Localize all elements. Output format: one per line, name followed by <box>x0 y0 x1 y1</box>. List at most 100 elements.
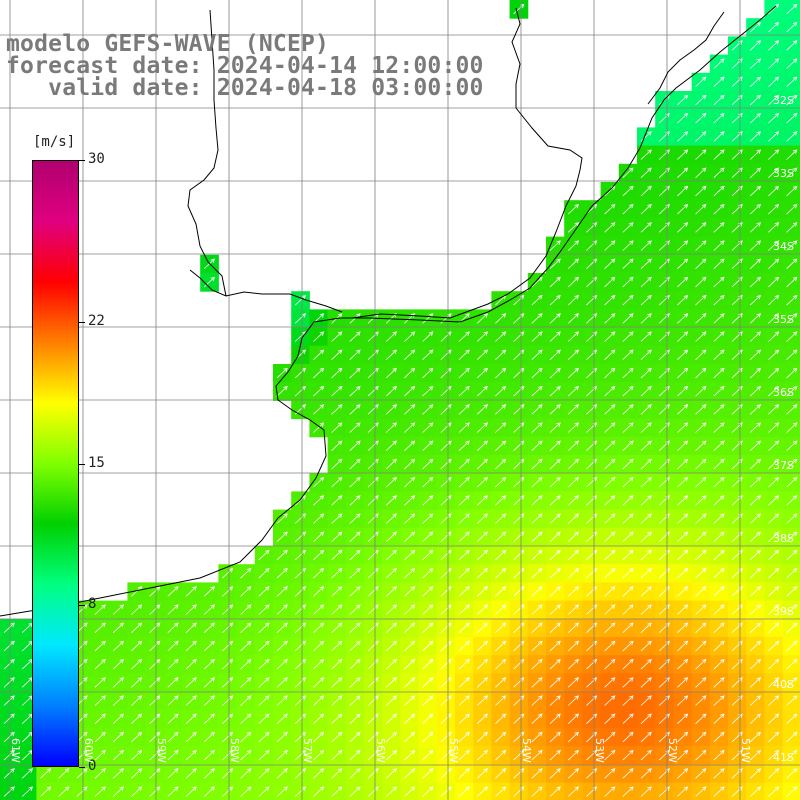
wind-arrow <box>640 749 652 761</box>
wind-arrow <box>203 695 215 706</box>
wind-arrow <box>294 622 306 633</box>
longitude-label: 54W <box>520 738 533 763</box>
wind-arrow <box>276 622 288 633</box>
wind-arrow <box>476 531 488 542</box>
wind-arrow <box>749 604 761 615</box>
wind-arrow <box>331 495 343 506</box>
wind-arrow <box>331 331 343 342</box>
wind-arrow <box>131 658 143 670</box>
wind-arrow <box>313 677 325 688</box>
wind-arrow <box>367 677 379 688</box>
wind-arrow <box>695 440 707 451</box>
wind-arrow <box>749 294 761 306</box>
wind-arrow <box>222 567 234 579</box>
wind-arrow <box>695 276 707 288</box>
wind-arrow <box>604 258 616 269</box>
wind-arrow <box>713 385 725 397</box>
wind-arrow <box>495 640 507 652</box>
wind-arrow <box>495 658 507 670</box>
wind-arrow <box>713 677 725 688</box>
wind-arrow <box>367 567 379 579</box>
wind-arrow <box>640 258 652 269</box>
wind-arrow <box>458 458 470 470</box>
wind-arrow <box>313 768 325 779</box>
wind-arrow <box>786 58 798 69</box>
wind-arrow <box>495 604 507 615</box>
wind-arrow <box>131 695 143 706</box>
wind-arrow <box>622 422 634 433</box>
wind-arrow <box>495 385 507 397</box>
wind-arrow <box>768 40 780 51</box>
wind-arrow <box>567 495 579 506</box>
wind-arrow <box>3 713 15 724</box>
wind-arrow <box>185 604 197 615</box>
wind-arrow <box>331 549 343 561</box>
wind-arrow <box>458 422 470 433</box>
wind-arrow <box>131 786 143 797</box>
wind-arrow <box>422 349 434 360</box>
wind-arrow <box>222 658 234 670</box>
wind-arrow <box>458 749 470 761</box>
wind-arrow <box>313 404 325 415</box>
wind-arrow <box>531 658 543 670</box>
wind-arrow <box>440 313 452 324</box>
wind-arrow <box>531 786 543 797</box>
wind-arrow <box>349 531 361 542</box>
wind-arrow <box>422 404 434 415</box>
wind-arrow <box>604 385 616 397</box>
wind-arrow <box>495 531 507 542</box>
wind-arrow <box>404 549 416 561</box>
wind-arrow <box>276 713 288 724</box>
wind-arrow <box>604 222 616 233</box>
wind-arrow <box>258 622 270 633</box>
wind-arrow <box>112 640 124 652</box>
wind-arrow <box>695 768 707 779</box>
wind-arrow <box>349 349 361 360</box>
wind-arrow <box>331 786 343 797</box>
wind-arrow <box>604 731 616 743</box>
wind-arrow <box>458 531 470 542</box>
wind-arrow <box>40 768 52 779</box>
wind-arrow <box>458 513 470 524</box>
wind-arrow <box>422 313 434 324</box>
wind-arrow <box>786 713 798 724</box>
wind-arrow <box>404 604 416 615</box>
wind-arrow <box>185 695 197 706</box>
wind-arrow <box>677 149 689 160</box>
wind-arrow <box>149 677 161 688</box>
wind-arrow <box>604 658 616 670</box>
wind-arrow <box>640 495 652 506</box>
wind-arrow <box>112 658 124 670</box>
latitude-label: 38S <box>773 532 794 545</box>
wind-arrow <box>695 131 707 142</box>
wind-arrow <box>695 203 707 215</box>
wind-arrow <box>622 476 634 488</box>
wind-arrow <box>276 768 288 779</box>
wind-arrow <box>294 313 306 324</box>
wind-arrow <box>677 677 689 688</box>
wind-arrow <box>549 695 561 706</box>
wind-arrow <box>313 367 325 379</box>
wind-arrow <box>349 440 361 451</box>
wind-arrow <box>440 458 452 470</box>
wind-arrow <box>640 604 652 615</box>
wind-arrow <box>749 385 761 397</box>
wind-arrow <box>677 167 689 178</box>
wind-arrow <box>713 567 725 579</box>
wind-arrow <box>749 222 761 233</box>
wind-arrow <box>240 695 252 706</box>
colorbar-unit: [m/s] <box>33 134 76 150</box>
wind-arrow <box>349 586 361 597</box>
wind-arrow <box>313 731 325 743</box>
wind-arrow <box>404 658 416 670</box>
wind-arrow <box>567 749 579 761</box>
wind-arrow <box>367 476 379 488</box>
colorbar-tick-label: 15 <box>88 454 105 471</box>
wind-arrow <box>185 731 197 743</box>
wind-arrow <box>786 276 798 288</box>
wind-arrow <box>786 385 798 397</box>
wind-arrow <box>240 731 252 743</box>
wind-arrow <box>495 313 507 324</box>
wind-arrow <box>440 768 452 779</box>
wind-arrow <box>313 640 325 652</box>
